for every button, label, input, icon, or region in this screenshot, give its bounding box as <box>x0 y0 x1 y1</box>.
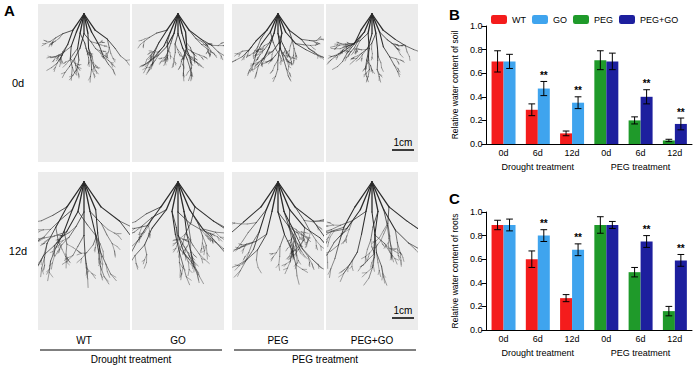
svg-text:0.2: 0.2 <box>470 301 483 311</box>
svg-text:Relative water content of root: Relative water content of roots <box>450 214 460 329</box>
svg-text:Drought treatment: Drought treatment <box>91 354 172 365</box>
svg-text:0d: 0d <box>499 148 509 158</box>
svg-text:Relative water content of soil: Relative water content of soil <box>450 31 460 140</box>
svg-text:C: C <box>449 190 460 207</box>
svg-text:**: ** <box>540 218 548 229</box>
svg-text:**: ** <box>574 85 582 96</box>
svg-text:12d: 12d <box>9 245 27 257</box>
svg-text:**: ** <box>677 107 685 118</box>
svg-text:**: ** <box>540 70 548 81</box>
svg-text:**: ** <box>643 78 651 89</box>
svg-text:1cm: 1cm <box>394 137 413 148</box>
svg-text:6d: 6d <box>636 334 646 344</box>
svg-text:0.0: 0.0 <box>470 325 483 335</box>
svg-text:B: B <box>449 6 460 23</box>
svg-text:0d: 0d <box>601 334 611 344</box>
svg-text:0.4: 0.4 <box>470 278 483 288</box>
svg-text:6d: 6d <box>533 334 543 344</box>
svg-text:0.6: 0.6 <box>470 68 483 78</box>
svg-text:Drought treatment: Drought treatment <box>502 348 575 358</box>
svg-text:6d: 6d <box>636 148 646 158</box>
svg-text:PEG+GO: PEG+GO <box>640 15 678 25</box>
svg-text:12d: 12d <box>565 148 580 158</box>
svg-text:12d: 12d <box>565 334 580 344</box>
svg-text:6d: 6d <box>533 148 543 158</box>
svg-text:PEG: PEG <box>594 15 613 25</box>
svg-text:WT: WT <box>512 15 526 25</box>
svg-text:GO: GO <box>170 335 186 346</box>
svg-text:**: ** <box>677 243 685 254</box>
svg-text:12d: 12d <box>667 334 682 344</box>
svg-text:PEG treatment: PEG treatment <box>292 354 358 365</box>
svg-text:GO: GO <box>553 15 567 25</box>
svg-text:1.0: 1.0 <box>470 207 483 217</box>
svg-text:0d: 0d <box>601 148 611 158</box>
svg-text:12d: 12d <box>667 148 682 158</box>
svg-text:0.8: 0.8 <box>470 231 483 241</box>
svg-text:WT: WT <box>76 335 92 346</box>
svg-text:A: A <box>4 2 15 19</box>
svg-text:0.6: 0.6 <box>470 254 483 264</box>
svg-text:1.0: 1.0 <box>470 21 483 31</box>
svg-text:1cm: 1cm <box>394 305 413 316</box>
svg-text:PEG treatment: PEG treatment <box>611 162 671 172</box>
svg-text:0d: 0d <box>499 334 509 344</box>
svg-text:0.8: 0.8 <box>470 45 483 55</box>
svg-text:0.0: 0.0 <box>470 139 483 149</box>
svg-text:PEG+GO: PEG+GO <box>351 335 394 346</box>
svg-text:0d: 0d <box>12 77 24 89</box>
svg-text:PEG: PEG <box>267 335 288 346</box>
svg-text:**: ** <box>574 232 582 243</box>
svg-text:0.4: 0.4 <box>470 92 483 102</box>
svg-text:**: ** <box>643 224 651 235</box>
svg-text:Drought treatment: Drought treatment <box>502 162 575 172</box>
svg-text:0.2: 0.2 <box>470 115 483 125</box>
svg-text:PEG treatment: PEG treatment <box>611 348 671 358</box>
